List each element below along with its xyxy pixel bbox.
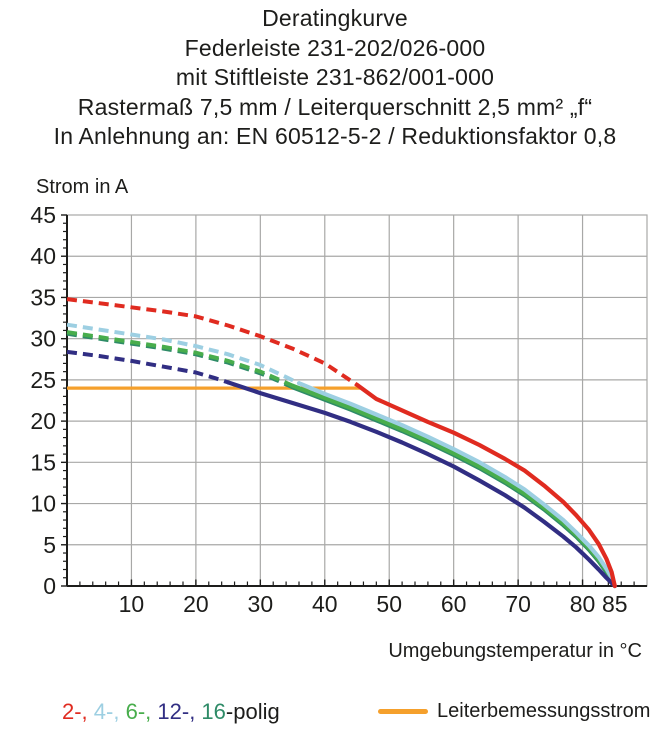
y-tick-label: 35 bbox=[30, 284, 56, 310]
curve-4-polig-solid bbox=[296, 381, 617, 589]
curve-6-polig-dashed bbox=[66, 330, 294, 388]
y-tick-label: 45 bbox=[30, 202, 56, 228]
x-tick-label: 40 bbox=[312, 591, 338, 617]
y-tick-label: 40 bbox=[30, 243, 56, 269]
title-line-5: In Anlehnung an: EN 60512-5-2 / Reduktio… bbox=[53, 123, 617, 149]
curve-12-polig-solid bbox=[226, 380, 617, 589]
x-tick-label: 20 bbox=[183, 591, 209, 617]
rated-current-swatch bbox=[378, 709, 428, 714]
x-tick-label: 80 bbox=[570, 591, 596, 617]
title-line-4: Rastermaß 7,5 mm / Leiterquerschnitt 2,5… bbox=[77, 93, 593, 120]
plot-border bbox=[66, 214, 648, 587]
x-axis-title: Umgebungstemperatur in °C bbox=[388, 640, 642, 662]
legend-row: 2-, 4-, 6-, 12-, 16-polig Leiterbemessun… bbox=[0, 697, 670, 731]
x-tick-label: 50 bbox=[376, 591, 402, 617]
x-tick-label: 85 bbox=[602, 591, 628, 617]
y-tick-label: 20 bbox=[30, 408, 56, 434]
x-tick-label: 60 bbox=[441, 591, 467, 617]
legend-pole-6: 6-, bbox=[125, 699, 158, 724]
chart-title-block: Deratingkurve Federleiste 231-202/026-00… bbox=[0, 4, 670, 152]
pole-legend-items: 2-, 4-, 6-, 12-, 16 bbox=[62, 699, 226, 724]
y-axis-title: Strom in A bbox=[36, 176, 129, 198]
legend-pole-2: 2-, bbox=[62, 699, 94, 724]
curve-2-polig-dashed bbox=[66, 297, 359, 387]
rated-current-label: Leiterbemessungsstrom bbox=[437, 700, 651, 722]
curve-2-polig-solid bbox=[354, 382, 617, 589]
legend-pole-4: 4-, bbox=[93, 699, 126, 724]
x-tick-label: 30 bbox=[248, 591, 274, 617]
pole-legend-suffix: -polig bbox=[225, 699, 280, 724]
y-tick-label: 10 bbox=[30, 491, 56, 517]
legend-pole-12: 12-, bbox=[157, 699, 202, 724]
y-tick-label: 5 bbox=[43, 532, 56, 558]
pole-legend: 2-, 4-, 6-, 12-, 16-polig bbox=[62, 699, 280, 725]
curve-4-polig-dashed bbox=[66, 322, 300, 386]
x-tick-label: 70 bbox=[505, 591, 531, 617]
derating-chart: 10 20 30 40 50 60 70 80 85 0 5 10 15 20 25 30 35 40 45 bbox=[30, 202, 648, 617]
legend-pole-16: 16 bbox=[201, 699, 226, 724]
y-tick-label: 30 bbox=[30, 326, 56, 352]
curve-12-polig-dashed bbox=[66, 349, 229, 385]
y-tick-label: 15 bbox=[30, 449, 56, 475]
title-line-3: mit Stiftleiste 231-862/001-000 bbox=[175, 64, 495, 90]
title-line-2: Federleiste 231-202/026-000 bbox=[184, 34, 486, 61]
x-tick-label: 10 bbox=[119, 591, 145, 617]
y-tick-label: 0 bbox=[43, 573, 56, 599]
title-line-1: Deratingkurve bbox=[262, 5, 408, 31]
y-tick-label: 25 bbox=[30, 367, 56, 393]
